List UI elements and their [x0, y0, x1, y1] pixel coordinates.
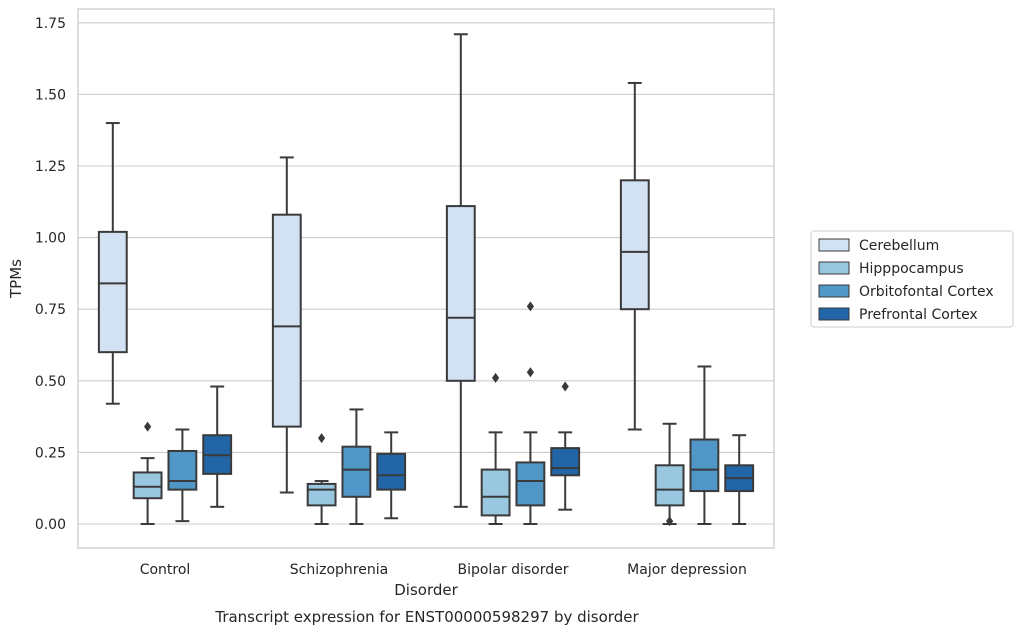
y-tick-label: 1.00 [35, 231, 66, 247]
y-tick-label: 0.50 [35, 374, 66, 390]
box-group [97, 122, 128, 405]
x-axis-label: Disorder [394, 581, 458, 599]
legend-label: Orbitofontal Cortex [859, 284, 994, 300]
y-tick-labels: 0.00 0.25 0.50 0.75 1.00 1.25 1.50 1.75 [35, 16, 66, 533]
box-group [550, 381, 581, 511]
box-group [724, 434, 755, 525]
x-tick-label: Major depression [627, 562, 747, 578]
x-tick-labels: Control Schizophrenia Bipolar disorder Majo… [140, 562, 747, 578]
box-group [132, 421, 163, 525]
outlier-point [526, 367, 534, 378]
legend-swatch [818, 238, 850, 252]
box-group [306, 433, 337, 525]
box-group [689, 365, 720, 525]
legend-swatch [818, 307, 850, 321]
outlier-point [492, 372, 500, 383]
box-group [271, 156, 302, 494]
x-tick-label: Control [140, 562, 191, 578]
y-tick-label: 1.25 [35, 159, 66, 175]
box-group [167, 428, 198, 523]
outlier-point [526, 301, 534, 312]
iqr-box [619, 179, 650, 311]
box-group [376, 431, 407, 520]
x-tick-label: Schizophrenia [290, 562, 388, 578]
iqr-box [271, 213, 302, 428]
iqr-box [132, 471, 163, 500]
outlier-point [561, 381, 569, 392]
iqr-box [445, 205, 476, 382]
iqr-box [689, 438, 720, 493]
plot-frame [77, 8, 775, 549]
box-group [341, 408, 372, 525]
chart-caption: Transcript expression for ENST0000059829… [214, 608, 639, 626]
box-plot-series [97, 33, 755, 527]
x-tick-label: Bipolar disorder [457, 562, 568, 578]
iqr-box [306, 482, 337, 507]
iqr-box [97, 230, 128, 354]
legend-frame [810, 230, 1014, 328]
y-tick-label: 0.00 [35, 517, 66, 533]
y-axis-label: TPMs [7, 259, 25, 299]
box-group [619, 81, 650, 431]
iqr-box [654, 464, 685, 507]
legend-label: Cerebellum [859, 238, 939, 254]
legend: Cerebellum Hipppocampus Orbitofontal Corte… [810, 230, 1014, 328]
legend-swatch [818, 284, 850, 298]
iqr-box [550, 447, 581, 477]
iqr-box [376, 452, 407, 491]
iqr-box [167, 449, 198, 491]
y-tick-label: 1.75 [35, 16, 66, 32]
box-group [445, 33, 476, 508]
iqr-box [341, 445, 372, 498]
iqr-box [515, 461, 546, 507]
box-group [202, 385, 233, 508]
y-tick-label: 0.25 [35, 445, 66, 461]
legend-label: Hipppocampus [859, 261, 964, 277]
legend-swatch [818, 261, 850, 275]
box-group [515, 301, 546, 525]
outlier-point [318, 433, 326, 444]
y-tick-label: 1.50 [35, 87, 66, 103]
outlier-point [144, 421, 152, 432]
box-group [654, 422, 685, 527]
y-tick-label: 0.75 [35, 302, 66, 318]
box-group [480, 372, 511, 525]
outlier-point [666, 516, 674, 527]
legend-label: Prefrontal Cortex [859, 307, 978, 323]
iqr-box [480, 468, 511, 517]
